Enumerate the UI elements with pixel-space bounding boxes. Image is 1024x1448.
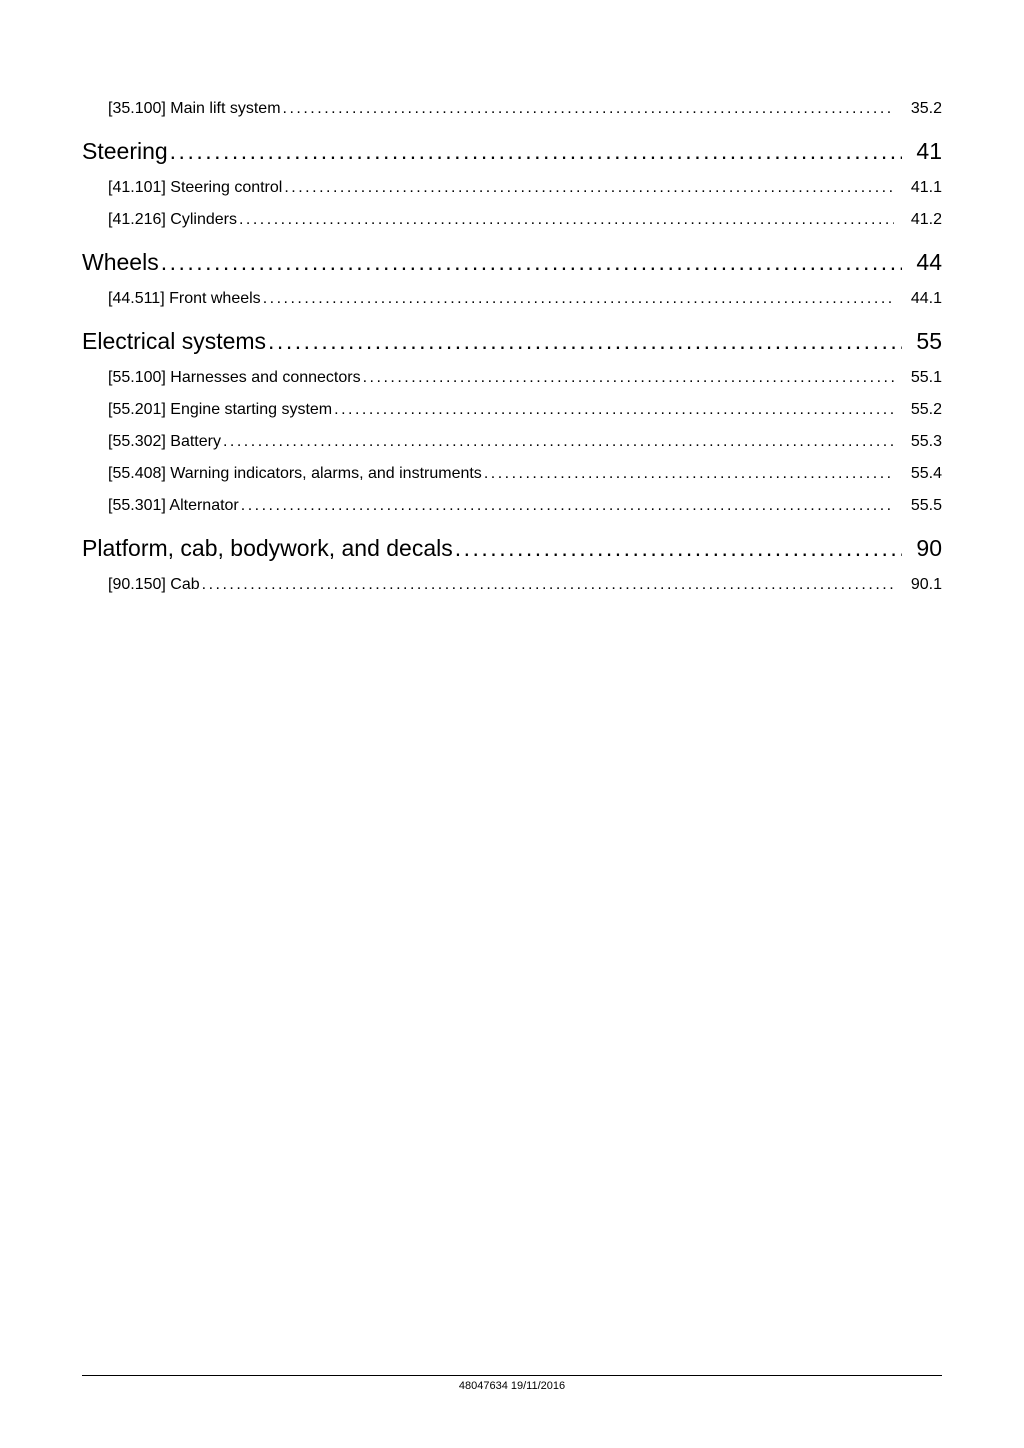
toc-dot-leader: ........................................… — [159, 249, 902, 276]
toc-section-row: Platform, cab, bodywork, and decals ....… — [82, 535, 942, 562]
toc-sub-row: [55.408] Warning indicators, alarms, and… — [82, 465, 942, 483]
toc-dot-leader: ........................................… — [453, 535, 902, 562]
table-of-contents: [35.100] Main lift system...............… — [82, 100, 942, 594]
toc-dot-leader: ........................................… — [482, 465, 894, 483]
toc-dot-leader: ........................................… — [200, 576, 894, 594]
toc-dot-leader: ........................................… — [237, 211, 894, 229]
toc-entry-label: [55.201] Engine starting system — [108, 401, 332, 419]
toc-dot-leader: ........................................… — [281, 100, 894, 118]
toc-entry-page: 44 — [902, 249, 942, 276]
toc-entry-label: Wheels — [82, 249, 159, 276]
toc-sub-row: [55.201] Engine starting system ........… — [82, 401, 942, 419]
toc-entry-label: [55.302] Battery — [108, 433, 221, 451]
toc-entry-page: 55.1 — [894, 369, 942, 387]
toc-entry-label: [41.101] Steering control — [108, 179, 282, 197]
toc-entry-label: Platform, cab, bodywork, and decals — [82, 535, 453, 562]
toc-sub-row: [90.150] Cab ...........................… — [82, 576, 942, 594]
toc-sub-row: [55.100] Harnesses and connectors.......… — [82, 369, 942, 387]
toc-entry-page: 41.1 — [894, 179, 942, 197]
toc-entry-page: 55.5 — [894, 497, 942, 515]
toc-entry-label: [90.150] Cab — [108, 576, 200, 594]
toc-entry-label: Steering — [82, 138, 168, 165]
footer-rule — [82, 1375, 942, 1376]
toc-dot-leader: ........................................… — [361, 369, 894, 387]
toc-dot-leader: ........................................… — [168, 138, 902, 165]
footer-text: 48047634 19/11/2016 — [82, 1380, 942, 1392]
toc-dot-leader: ........................................… — [239, 497, 894, 515]
toc-section-row: Steering................................… — [82, 138, 942, 165]
toc-entry-label: [55.100] Harnesses and connectors — [108, 369, 361, 387]
toc-sub-row: [41.101] Steering control ..............… — [82, 179, 942, 197]
toc-entry-label: [41.216] Cylinders — [108, 211, 237, 229]
toc-entry-label: [55.408] Warning indicators, alarms, and… — [108, 465, 482, 483]
toc-entry-page: 90 — [902, 535, 942, 562]
toc-sub-row: [35.100] Main lift system...............… — [82, 100, 942, 118]
toc-dot-leader: ........................................… — [221, 433, 894, 451]
toc-dot-leader: ........................................… — [261, 290, 894, 308]
toc-entry-page: 55.4 — [894, 465, 942, 483]
toc-sub-row: [41.216] Cylinders .....................… — [82, 211, 942, 229]
toc-sub-row: [55.301] Alternator ....................… — [82, 497, 942, 515]
toc-dot-leader: ........................................… — [266, 328, 902, 355]
toc-entry-page: 35.2 — [894, 100, 942, 118]
toc-entry-page: 41.2 — [894, 211, 942, 229]
toc-entry-label: [44.511] Front wheels — [108, 290, 261, 308]
toc-sub-row: [55.302] Battery........................… — [82, 433, 942, 451]
toc-dot-leader: ........................................… — [332, 401, 894, 419]
toc-entry-label: [35.100] Main lift system — [108, 100, 281, 118]
toc-entry-label: [55.301] Alternator — [108, 497, 239, 515]
toc-section-row: Electrical systems .....................… — [82, 328, 942, 355]
page-footer: 48047634 19/11/2016 — [82, 1375, 942, 1392]
toc-entry-page: 90.1 — [894, 576, 942, 594]
toc-section-row: Wheels .................................… — [82, 249, 942, 276]
toc-entry-page: 41 — [902, 138, 942, 165]
toc-entry-label: Electrical systems — [82, 328, 266, 355]
toc-entry-page: 55.3 — [894, 433, 942, 451]
toc-sub-row: [44.511] Front wheels...................… — [82, 290, 942, 308]
toc-entry-page: 44.1 — [894, 290, 942, 308]
toc-dot-leader: ........................................… — [282, 179, 894, 197]
toc-entry-page: 55.2 — [894, 401, 942, 419]
toc-entry-page: 55 — [902, 328, 942, 355]
